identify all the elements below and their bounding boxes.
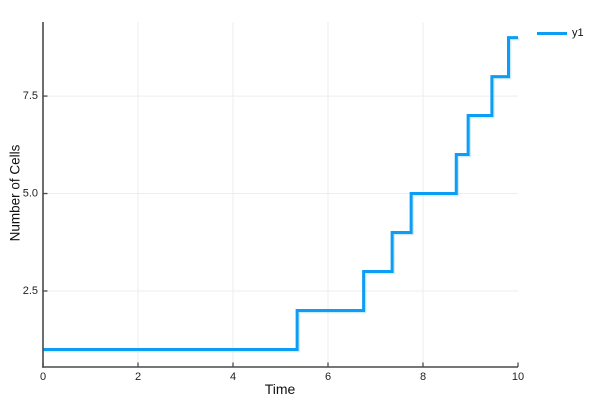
x-tick-label: 6 [325,371,331,383]
y-axis-label: Number of Cells [7,144,23,242]
series-step-line [43,36,518,351]
x-tick-label: 4 [230,371,236,383]
legend-label: y1 [572,27,584,39]
y-tick-label: 5.0 [23,188,38,200]
legend: y1 [537,27,584,39]
legend-line-swatch [537,31,567,35]
x-tick-label: 2 [135,371,141,383]
x-tick-label: 10 [512,371,524,383]
y-tick-label: 2.5 [23,285,38,297]
x-tick-label: 0 [40,371,46,383]
x-tick-label: 8 [420,371,426,383]
x-axis-label: Time [264,381,296,397]
y-tick-label: 7.5 [23,90,38,102]
